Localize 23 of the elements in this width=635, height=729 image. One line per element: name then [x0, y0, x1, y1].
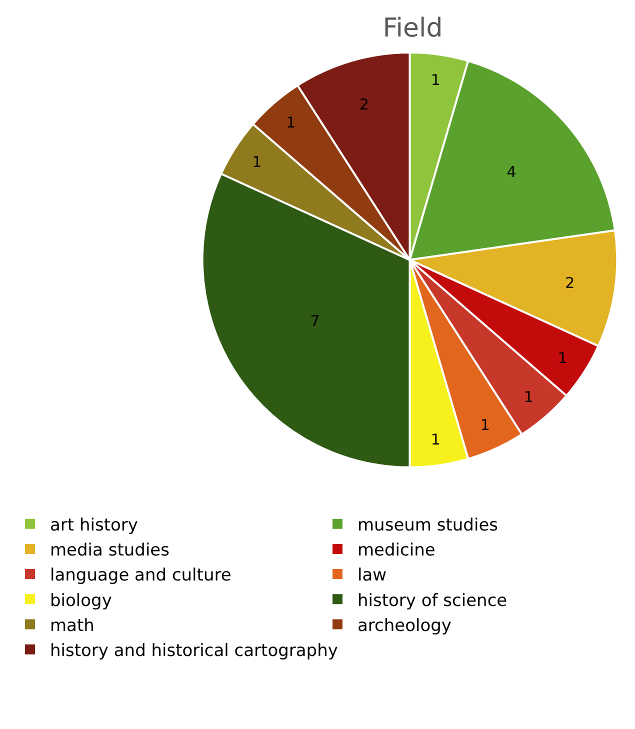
legend-label: language and culture [50, 566, 232, 586]
data-label: 1 [558, 349, 568, 368]
data-label: 1 [480, 416, 490, 434]
data-label: 2 [565, 274, 575, 292]
legend-label: museum studies [358, 515, 498, 536]
legend-label: history and historical cartography [50, 640, 338, 661]
data-label: 1 [430, 430, 440, 449]
legend-label: archeology [358, 616, 452, 636]
legend-label: media studies [50, 540, 170, 561]
data-label: 1 [524, 388, 534, 406]
legend-label: art history [50, 515, 138, 536]
data-label: 4 [506, 162, 516, 181]
data-label: 2 [359, 96, 369, 114]
data-label: 7 [310, 312, 320, 330]
legend-label: biology [50, 590, 112, 611]
legend-label: medicine [358, 540, 436, 561]
legend-label: law [358, 566, 387, 586]
legend-label: history of science [358, 590, 508, 611]
data-label: 1 [286, 114, 296, 132]
chart-title: Field [382, 13, 443, 44]
data-label: 1 [430, 71, 440, 90]
data-label: 1 [252, 152, 262, 171]
legend-label: math [50, 616, 94, 636]
